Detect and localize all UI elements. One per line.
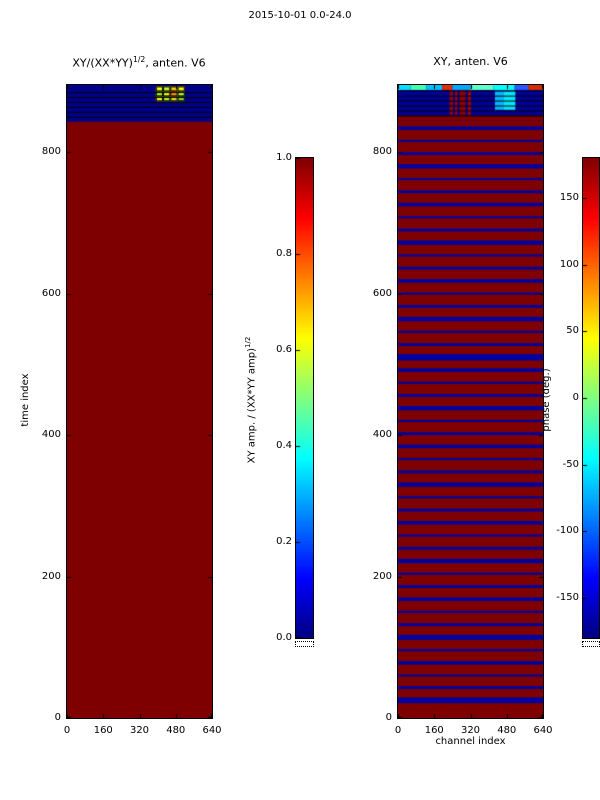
tick-label: -100 — [556, 525, 579, 537]
tick-label: 320 — [460, 725, 481, 736]
phase-colorbar — [582, 157, 600, 639]
tick-label: 400 — [372, 429, 392, 441]
figure-title: 2015-10-01 0.0-24.0 — [248, 10, 352, 21]
tick-label: -50 — [562, 458, 579, 470]
tick-label: 0 — [572, 392, 579, 403]
phase-colorbar-canvas — [583, 158, 599, 638]
tick-label: 320 — [129, 725, 150, 736]
phase-colorbar-extension — [582, 641, 600, 647]
tick-label: 600 — [372, 287, 392, 299]
tick-label: 400 — [41, 429, 61, 441]
tick-label: 0.4 — [276, 440, 292, 451]
tick-label: 160 — [424, 725, 444, 736]
amp-colorbar-label-sup: 1/2 — [244, 336, 252, 348]
left-panel-title-post: , anten. V6 — [145, 56, 206, 70]
right-heatmap-canvas — [398, 85, 543, 718]
tick-label: 1.0 — [276, 152, 292, 163]
tick-label: 0 — [385, 712, 392, 723]
tick-label: 0 — [63, 725, 71, 736]
amp-colorbar-extension — [295, 641, 314, 647]
right-heatmap — [397, 84, 544, 719]
tick-label: -150 — [556, 592, 579, 603]
left-heatmap — [66, 84, 213, 719]
time-index-axis-label: time index — [20, 373, 31, 427]
tick-label: 50 — [566, 325, 579, 337]
tick-label: 150 — [559, 192, 579, 203]
left-panel-title-sup: 1/2 — [132, 55, 146, 64]
tick-label: 800 — [41, 146, 61, 158]
right-panel-title: XY, anten. V6 — [398, 55, 543, 68]
tick-label: 600 — [41, 287, 61, 299]
left-panel-title: XY/(XX*YY)1/2, anten. V6 — [39, 55, 239, 70]
channel-index-axis-label: channel index — [435, 736, 506, 747]
tick-label: 200 — [41, 570, 61, 582]
tick-label: 100 — [559, 258, 579, 270]
tick-label: 0 — [54, 712, 61, 723]
tick-label: 160 — [93, 725, 113, 736]
tick-label: 480 — [497, 725, 517, 736]
tick-label: 0.6 — [276, 344, 292, 355]
tick-label: 640 — [202, 725, 222, 736]
tick-label: 0.0 — [276, 632, 292, 643]
tick-label: 480 — [166, 725, 186, 736]
tick-label: 0 — [394, 725, 402, 736]
tick-label: 0.8 — [276, 248, 292, 259]
tick-label: 0.2 — [276, 536, 292, 547]
right-panel-title-text: XY, anten. V6 — [433, 55, 508, 68]
tick-label: 640 — [533, 725, 553, 736]
tick-label: 200 — [372, 570, 392, 582]
tick-label: 800 — [372, 146, 392, 158]
left-panel-title-pre: XY/(XX*YY) — [72, 56, 133, 70]
left-heatmap-canvas — [67, 85, 212, 718]
amp-colorbar-canvas — [296, 158, 313, 638]
amp-colorbar — [295, 157, 314, 639]
amp-colorbar-label: XY amp. / (XX*YY amp)1/2 — [244, 290, 260, 510]
